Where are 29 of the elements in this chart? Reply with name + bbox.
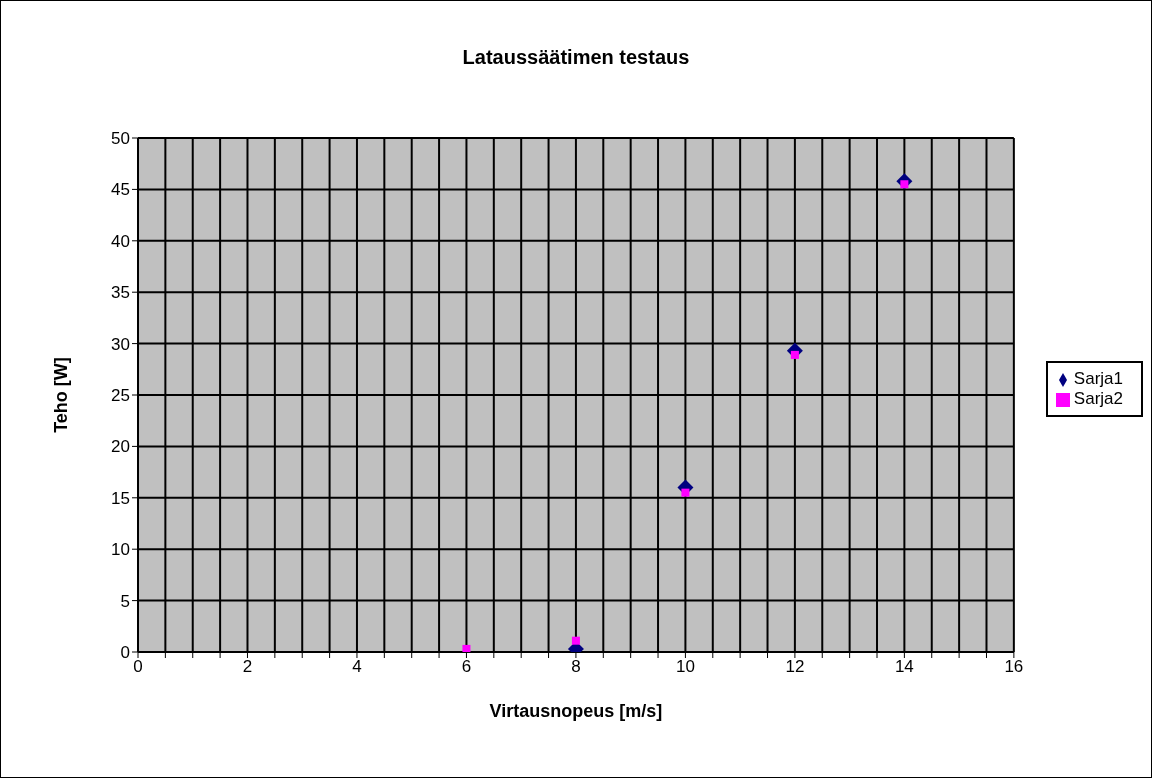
x-tick-label: 0: [133, 657, 143, 677]
legend-label: Sarja1: [1073, 369, 1123, 388]
point: [462, 644, 471, 652]
y-axis-title: Teho [W]: [51, 357, 72, 433]
x-tick-label: 16: [1004, 657, 1024, 677]
point: [681, 488, 690, 497]
chart-title: Lataussäätimen testaus: [461, 46, 691, 69]
legend-label: Sarja2: [1073, 389, 1123, 408]
y-tick-label: 45: [111, 180, 130, 200]
y-tick-label: 20: [111, 437, 130, 457]
point: [571, 636, 580, 645]
y-tick-label: 30: [111, 334, 130, 354]
y-tick-label: 15: [111, 488, 130, 508]
y-tick-label: 40: [111, 231, 130, 251]
x-tick-label: 6: [461, 657, 472, 677]
x-tick-label: 10: [675, 657, 695, 677]
x-tick-label: 8: [571, 657, 581, 677]
x-tick-label: 14: [894, 657, 914, 677]
x-tick-label: 12: [785, 657, 805, 677]
x-axis-title: Virtausnopeus [m/s]: [489, 701, 663, 721]
point: [790, 350, 799, 359]
y-tick-label: 5: [120, 591, 130, 611]
y-tick-label: 35: [111, 283, 130, 303]
y-tick-label: 25: [111, 386, 130, 406]
y-tick-label: 50: [111, 129, 130, 149]
x-tick-label: 2: [242, 657, 253, 677]
x-tick-label: 4: [352, 657, 362, 677]
y-tick-label: 0: [120, 643, 130, 663]
y-tick-label: 10: [111, 540, 130, 560]
